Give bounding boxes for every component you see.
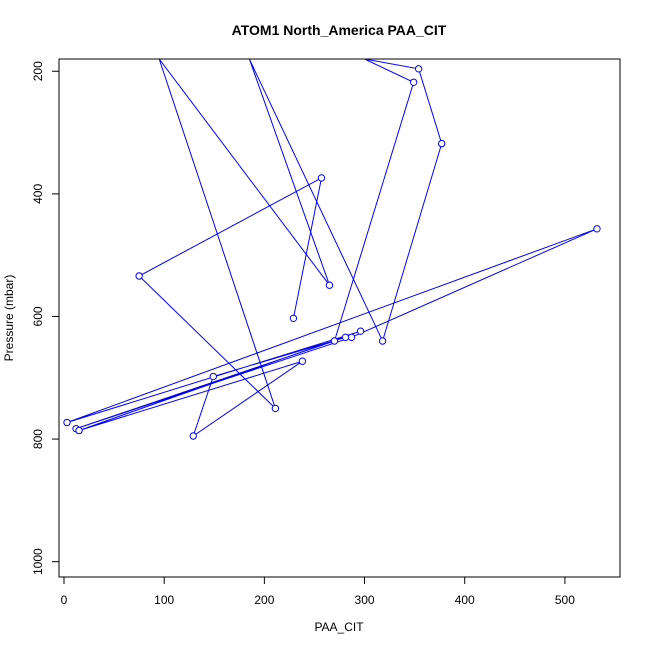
x-tick-label-3: 300 [355, 593, 375, 607]
x-tick-label-0: 0 [61, 593, 68, 607]
y-tick-label-2: 600 [31, 306, 45, 326]
data-point-16 [63, 418, 71, 427]
data-point-5 [325, 281, 334, 289]
chart-title: ATOM1 North_America PAA_CIT [232, 22, 447, 38]
data-point-12 [330, 337, 339, 345]
points-layer [63, 65, 601, 440]
data-point-18 [75, 426, 83, 435]
data-point-22 [341, 333, 350, 342]
data-point-21 [209, 372, 217, 381]
x-tick-label-2: 200 [254, 593, 274, 607]
data-point-17 [356, 327, 365, 335]
data-point-8 [437, 139, 446, 148]
x-axis: 0 100 200 300 400 500 [61, 577, 575, 607]
x-tick-label-5: 500 [555, 593, 575, 607]
x-axis-label: PAA_CIT [314, 620, 364, 634]
data-point-7 [378, 337, 387, 345]
data-point-9 [414, 65, 423, 73]
y-tick-label-4: 1000 [31, 548, 45, 575]
data-point-1 [317, 174, 326, 182]
data-point-15 [593, 225, 601, 233]
series-line-0 [66, 59, 598, 438]
x-tick-label-1: 100 [154, 593, 174, 607]
data-point-11 [409, 78, 418, 86]
data-point-2 [135, 272, 143, 280]
data-point-0 [289, 314, 298, 323]
data-point-20 [189, 432, 197, 440]
y-axis-label: Pressure (mbar) [2, 275, 16, 362]
y-axis: 200 400 600 800 1000 [31, 61, 59, 575]
data-point-19 [298, 357, 307, 365]
y-tick-label-3: 800 [31, 429, 45, 449]
plot-frame [58, 58, 621, 578]
y-tick-label-0: 200 [31, 61, 45, 81]
data-point-14 [347, 333, 356, 342]
x-tick-label-4: 400 [455, 593, 475, 607]
y-tick-label-1: 400 [31, 184, 45, 204]
series-layer [66, 59, 598, 438]
data-point-3 [271, 404, 280, 413]
